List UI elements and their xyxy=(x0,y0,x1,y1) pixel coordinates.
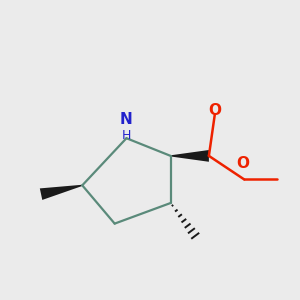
Polygon shape xyxy=(171,150,209,162)
Polygon shape xyxy=(40,185,82,200)
Text: N: N xyxy=(120,112,133,127)
Text: O: O xyxy=(236,156,249,171)
Text: O: O xyxy=(208,103,221,118)
Text: H: H xyxy=(122,129,131,142)
